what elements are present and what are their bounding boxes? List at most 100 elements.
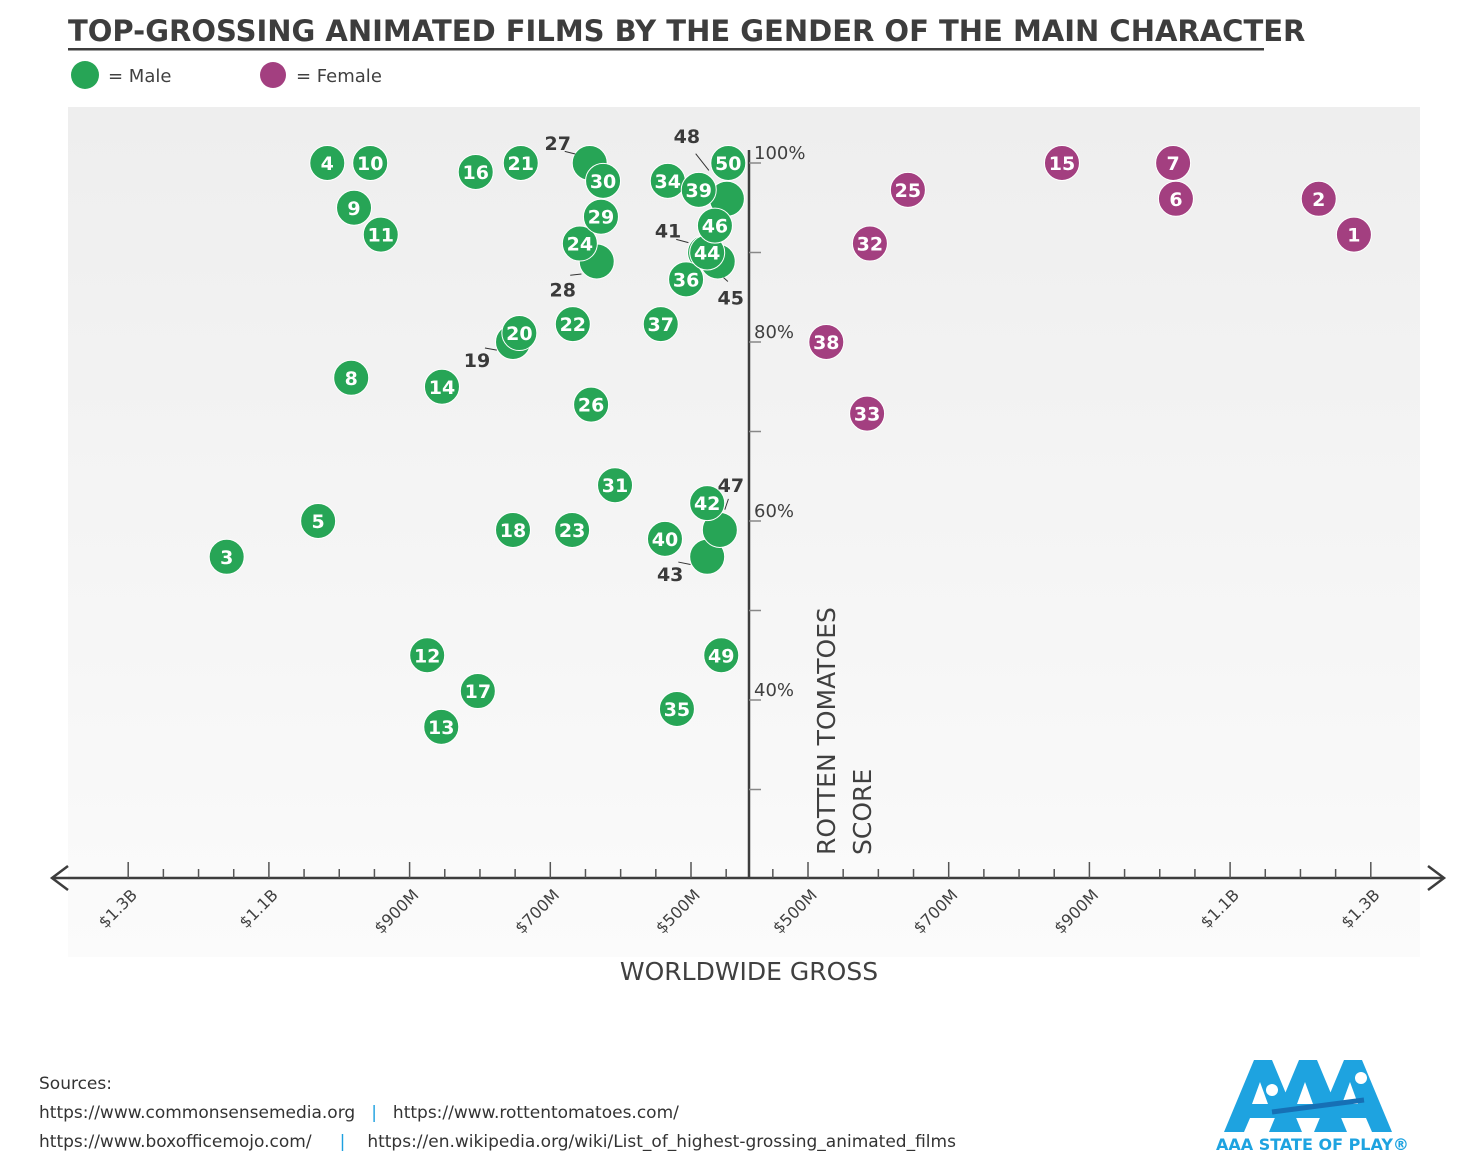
legend-female-swatch [260, 62, 286, 88]
point-marker [703, 637, 740, 674]
point-marker [333, 359, 370, 396]
data-point-male-34: 34 [649, 162, 686, 199]
point-marker [309, 145, 346, 181]
aaa-state-of-play-logo: AAA STATE OF PLAY® [1216, 1060, 1409, 1154]
data-point-male-24: 24 [561, 225, 598, 262]
point-marker [423, 708, 460, 745]
point-label: 20 [506, 323, 532, 345]
point-label: 47 [718, 475, 744, 497]
point-label: 6 [1169, 189, 1182, 211]
point-label: 12 [414, 645, 440, 667]
point-marker [300, 503, 337, 539]
point-marker [336, 189, 373, 226]
data-point-female-7: 7 [1155, 145, 1192, 181]
data-point-male-13: 13 [423, 708, 460, 745]
callout-line [676, 238, 689, 244]
point-marker [554, 306, 591, 343]
point-marker [696, 207, 733, 244]
point-label: 25 [895, 180, 921, 202]
data-point-female-33: 33 [849, 395, 886, 432]
data-point-male-18: 18 [495, 511, 532, 548]
point-marker [585, 162, 622, 199]
point-marker [1335, 216, 1372, 253]
callout-line [564, 150, 576, 155]
data-point-female-15: 15 [1043, 145, 1080, 181]
point-marker [561, 225, 598, 262]
point-label: 23 [559, 520, 585, 542]
source-link[interactable]: https://www.rottentomatoes.com/ [392, 1103, 679, 1123]
point-label: 21 [508, 153, 534, 175]
point-marker [658, 690, 695, 727]
point-marker [1157, 180, 1194, 217]
y-axis-title-line1: ROTTEN TOMATOES [812, 607, 841, 855]
legend-female-label: = Female [296, 66, 382, 87]
data-point-female-1: 1 [1335, 216, 1372, 253]
data-point-female-32: 32 [851, 225, 888, 262]
data-point-male-40: 40 [646, 520, 683, 557]
y-tick-label: 60% [754, 501, 794, 522]
point-label: 16 [463, 162, 489, 184]
point-label: 26 [578, 395, 604, 417]
point-label: 15 [1049, 153, 1075, 175]
data-point-male-11: 11 [362, 216, 399, 253]
callout-line [678, 561, 691, 565]
data-point-male-39: 39 [680, 171, 717, 208]
point-label: 5 [312, 511, 325, 533]
data-point-male-44: 44 [689, 234, 726, 271]
data-point-male-29: 29 [582, 198, 619, 235]
point-label: 9 [347, 198, 360, 220]
point-label: 28 [550, 279, 576, 301]
data-point-male-17: 17 [459, 673, 496, 710]
y-axis-title-line2: SCORE [848, 769, 877, 855]
point-label: 18 [500, 520, 526, 542]
point-label: 1 [1347, 225, 1360, 247]
point-label: 40 [652, 529, 678, 551]
source-link[interactable]: https://www.boxofficemojo.com/ [39, 1132, 312, 1152]
data-point-male-30: 30 [585, 162, 622, 199]
point-marker [710, 145, 747, 181]
source-separator: | [371, 1103, 377, 1123]
point-label: 22 [560, 314, 586, 336]
data-point-male-3: 3 [208, 538, 245, 575]
source-link[interactable]: https://en.wikipedia.org/wiki/List_of_hi… [367, 1132, 956, 1152]
callout-line [484, 347, 497, 351]
right-arrow-icon [1427, 865, 1447, 891]
point-marker [582, 198, 619, 235]
point-marker [689, 485, 726, 522]
point-marker [459, 673, 496, 710]
data-point-male-35: 35 [658, 690, 695, 727]
point-label: 43 [657, 564, 683, 586]
point-marker [501, 315, 538, 352]
point-label: 46 [702, 216, 728, 238]
data-point-male-8: 8 [333, 359, 370, 396]
point-marker [808, 324, 845, 360]
point-label: 34 [655, 171, 681, 193]
data-point-male-5: 5 [300, 503, 337, 539]
data-point-male-47: 47 [701, 475, 744, 548]
point-label: 14 [429, 377, 455, 399]
data-point-male-50: 50 [710, 145, 747, 181]
legend-male-swatch [71, 61, 99, 89]
point-label: 13 [428, 717, 454, 739]
x-axis-title: WORLDWIDE GROSS [620, 957, 878, 986]
callout-line [570, 273, 582, 276]
point-label: 8 [345, 368, 358, 390]
point-label: 32 [857, 234, 883, 256]
point-label: 3 [220, 547, 233, 569]
y-tick-label: 100% [754, 143, 805, 164]
point-label: 41 [655, 221, 681, 243]
point-marker [1043, 145, 1080, 181]
source-link[interactable]: https://www.commonsensemedia.org [39, 1103, 356, 1123]
point-label: 37 [648, 314, 674, 336]
data-point-male-10: 10 [352, 145, 389, 181]
point-label: 29 [588, 207, 614, 229]
data-point-male-20: 20 [501, 315, 538, 352]
point-marker [502, 145, 539, 181]
sources: Sources: https://www.commonsensemedia.or… [39, 1070, 956, 1157]
point-label: 2 [1312, 189, 1325, 211]
point-label: 45 [718, 287, 744, 309]
legend: = Male = Female [71, 61, 382, 89]
chart-title: TOP-GROSSING ANIMATED FILMS BY THE GENDE… [68, 14, 1305, 48]
point-label: 39 [686, 180, 712, 202]
